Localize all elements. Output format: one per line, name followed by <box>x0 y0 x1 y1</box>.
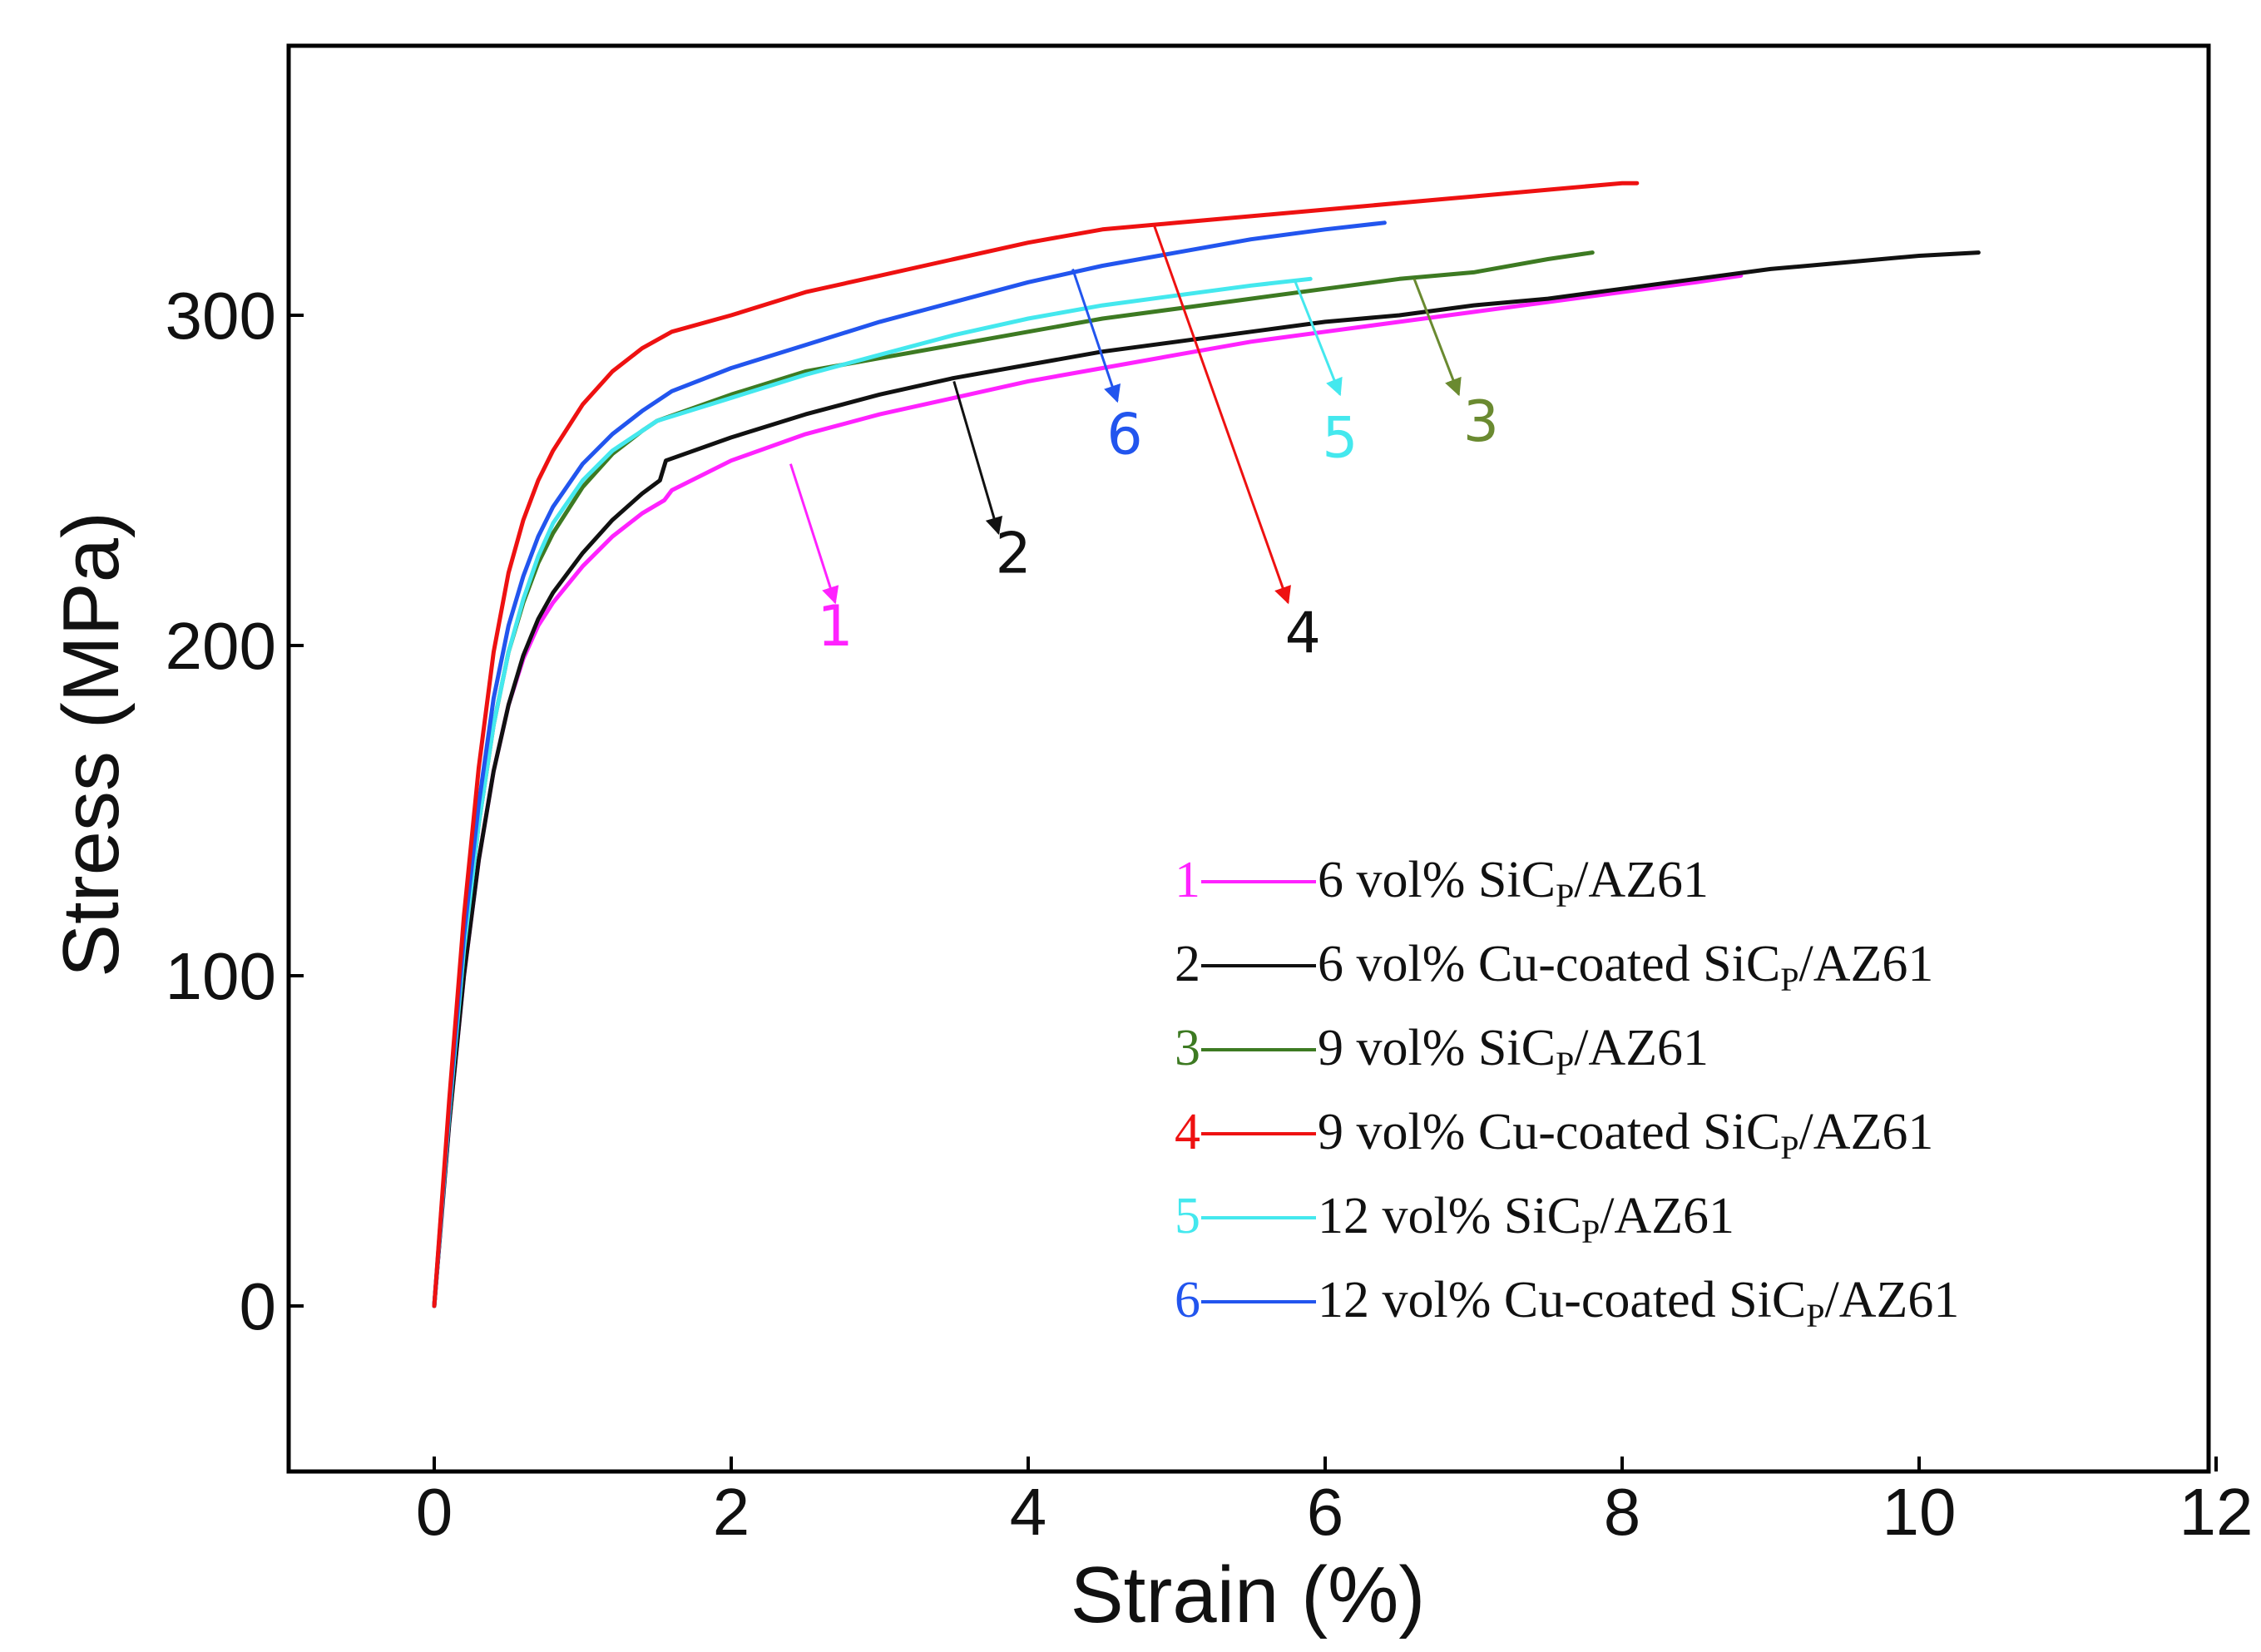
series-line-6 <box>432 220 1387 1308</box>
x-tick-label: 2 <box>713 1475 750 1549</box>
x-tick-label: 12 <box>2179 1475 2254 1549</box>
annotation-arrow-5 <box>1294 281 1343 397</box>
annotation-label-5: 5 <box>1322 406 1358 472</box>
annotation-label-6: 6 <box>1106 403 1142 468</box>
legend-number-3: 3 <box>1175 1020 1200 1076</box>
y-tick-label: 0 <box>240 1269 277 1343</box>
x-axis-label: Strain (%) <box>1071 1551 1426 1640</box>
annotation-arrow-3 <box>1413 278 1462 397</box>
plot-frame <box>286 43 2211 1474</box>
legend-number-6: 6 <box>1175 1272 1200 1328</box>
annotation-label-1: 1 <box>817 594 853 660</box>
series-line-2 <box>432 250 1981 1308</box>
annotation-label-3: 3 <box>1463 389 1499 455</box>
annotation-label-2: 2 <box>996 522 1032 587</box>
x-tick-label: 6 <box>1307 1475 1344 1549</box>
legend-label-6: 12 vol% Cu-coated SiCP/AZ61 <box>1318 1272 1959 1334</box>
y-tick-label: 100 <box>166 939 276 1013</box>
series-curves <box>432 181 1981 1308</box>
curve-annotations: 1 2 3 4 5 6 <box>789 225 1499 666</box>
annotation-arrow-2 <box>952 380 1003 536</box>
annotation-arrow-4 <box>1153 225 1291 605</box>
legend-label-1: 6 vol% SiCP/AZ61 <box>1318 852 1709 914</box>
annotation-arrow-1 <box>789 463 839 605</box>
x-tick-label: 10 <box>1883 1475 1957 1549</box>
legend-number-4: 4 <box>1175 1104 1200 1160</box>
series-line-4 <box>432 181 1640 1308</box>
x-tick-label: 8 <box>1604 1475 1641 1549</box>
legend: 1 6 vol% SiCP/AZ61 2 6 vol% Cu-coated SiCP/… <box>1175 852 1959 1334</box>
legend-number-2: 2 <box>1175 936 1200 992</box>
legend-number-5: 5 <box>1175 1188 1200 1244</box>
series-line-5 <box>432 276 1313 1308</box>
legend-label-2: 6 vol% Cu-coated SiCP/AZ61 <box>1318 936 1933 998</box>
y-axis-label: Stress (MPa) <box>47 512 136 977</box>
y-tick-label: 300 <box>166 279 276 353</box>
legend-label-4: 9 vol% Cu-coated SiCP/AZ61 <box>1318 1104 1933 1166</box>
legend-number-1: 1 <box>1175 852 1200 908</box>
y-tick-label: 200 <box>166 609 276 683</box>
x-tick-label: 0 <box>416 1475 453 1549</box>
annotation-arrow-6 <box>1071 268 1121 403</box>
x-tick-label: 4 <box>1010 1475 1047 1549</box>
legend-label-5: 12 vol% SiCP/AZ61 <box>1318 1188 1734 1250</box>
annotation-label-4: 4 <box>1285 601 1321 666</box>
legend-label-3: 9 vol% SiCP/AZ61 <box>1318 1020 1709 1082</box>
